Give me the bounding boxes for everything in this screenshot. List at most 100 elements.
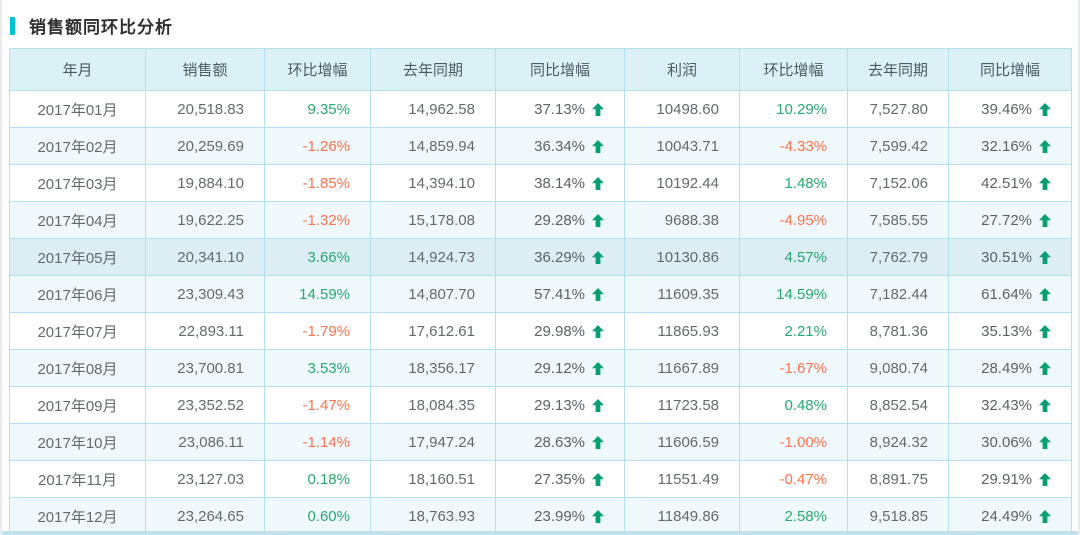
sales-mom-cell: -1.26% [264, 127, 371, 165]
table-row[interactable]: 2017年05月 20,341.10 3.66% 14,924.73 36.29… [9, 238, 1072, 276]
sales-cell: 19,622.25 [145, 201, 265, 239]
month-cell: 2017年12月 [9, 497, 146, 535]
profit-cell: 11551.49 [624, 460, 740, 498]
sales-last-year-cell: 14,924.73 [370, 238, 496, 276]
sales-cell: 19,884.10 [145, 164, 265, 202]
up-arrow-icon [1039, 398, 1051, 412]
sales-mom-cell: 0.60% [264, 497, 371, 535]
up-arrow-icon [1039, 361, 1051, 375]
sales-last-year-cell: 18,356.17 [370, 349, 496, 387]
sales-yoy-cell: 37.13% [495, 90, 625, 128]
sales-mom-cell: 14.59% [264, 275, 371, 313]
sales-cell: 23,309.43 [145, 275, 265, 313]
page-title: 销售额同环比分析 [29, 18, 173, 37]
header-profit-mom: 环比增幅 [739, 48, 848, 91]
sales-cell: 23,127.03 [145, 460, 265, 498]
month-cell: 2017年08月 [9, 349, 146, 387]
profit-mom-cell: 14.59% [739, 275, 848, 313]
profit-cell: 11606.59 [624, 423, 740, 461]
table-row[interactable]: 2017年04月 19,622.25 -1.32% 15,178.08 29.2… [9, 201, 1072, 239]
sales-last-year-cell: 15,178.08 [370, 201, 496, 239]
sales-cell: 20,518.83 [145, 90, 265, 128]
up-arrow-icon [1039, 102, 1051, 116]
sales-last-year-cell: 18,763.93 [370, 497, 496, 535]
sales-mom-cell: 9.35% [264, 90, 371, 128]
profit-last-year-cell: 7,585.55 [847, 201, 949, 239]
header-profit-last-year: 去年同期 [847, 48, 949, 91]
profit-mom-cell: -1.67% [739, 349, 848, 387]
table-row[interactable]: 2017年07月 22,893.11 -1.79% 17,612.61 29.9… [9, 312, 1072, 350]
up-arrow-icon [592, 398, 604, 412]
profit-last-year-cell: 9,080.74 [847, 349, 949, 387]
profit-yoy-cell: 30.06% [948, 423, 1072, 461]
up-arrow-icon [592, 213, 604, 227]
month-cell: 2017年05月 [9, 238, 146, 276]
table-row[interactable]: 2017年12月 23,264.65 0.60% 18,763.93 23.99… [9, 497, 1072, 535]
up-arrow-icon [1039, 139, 1051, 153]
month-cell: 2017年04月 [9, 201, 146, 239]
table-header-row: 年月 销售额 环比增幅 去年同期 同比增幅 利润 环比增幅 去年同期 同比增幅 [9, 48, 1072, 91]
profit-yoy-cell: 28.49% [948, 349, 1072, 387]
table-row[interactable]: 2017年02月 20,259.69 -1.26% 14,859.94 36.3… [9, 127, 1072, 165]
sales-last-year-cell: 17,947.24 [370, 423, 496, 461]
profit-last-year-cell: 7,182.44 [847, 275, 949, 313]
sales-last-year-cell: 18,160.51 [370, 460, 496, 498]
table-row[interactable]: 2017年03月 19,884.10 -1.85% 14,394.10 38.1… [9, 164, 1072, 202]
sales-mom-cell: 3.53% [264, 349, 371, 387]
up-arrow-icon [592, 139, 604, 153]
profit-mom-cell: -1.00% [739, 423, 848, 461]
profit-yoy-cell: 35.13% [948, 312, 1072, 350]
profit-cell: 11723.58 [624, 386, 740, 424]
sales-yoy-cell: 27.35% [495, 460, 625, 498]
table-row[interactable]: 2017年01月 20,518.83 9.35% 14,962.58 37.13… [9, 90, 1072, 128]
profit-mom-cell: -0.47% [739, 460, 848, 498]
up-arrow-icon [1039, 213, 1051, 227]
section-title-row: 销售额同环比分析 [2, 0, 1078, 48]
profit-yoy-cell: 42.51% [948, 164, 1072, 202]
sales-analysis-table: 年月 销售额 环比增幅 去年同期 同比增幅 利润 环比增幅 去年同期 同比增幅 … [9, 48, 1072, 535]
up-arrow-icon [592, 435, 604, 449]
profit-cell: 11849.86 [624, 497, 740, 535]
profit-last-year-cell: 8,852.54 [847, 386, 949, 424]
up-arrow-icon [592, 102, 604, 116]
title-accent-bar-icon [10, 16, 15, 35]
up-arrow-icon [1039, 176, 1051, 190]
sales-last-year-cell: 14,807.70 [370, 275, 496, 313]
sales-last-year-cell: 14,962.58 [370, 90, 496, 128]
sales-yoy-cell: 28.63% [495, 423, 625, 461]
profit-mom-cell: 4.57% [739, 238, 848, 276]
table-row[interactable]: 2017年11月 23,127.03 0.18% 18,160.51 27.35… [9, 460, 1072, 498]
bottom-divider [2, 531, 1078, 535]
sales-last-year-cell: 18,084.35 [370, 386, 496, 424]
profit-last-year-cell: 7,762.79 [847, 238, 949, 276]
profit-cell: 10043.71 [624, 127, 740, 165]
table-row[interactable]: 2017年10月 23,086.11 -1.14% 17,947.24 28.6… [9, 423, 1072, 461]
month-cell: 2017年10月 [9, 423, 146, 461]
month-cell: 2017年06月 [9, 275, 146, 313]
profit-last-year-cell: 8,924.32 [847, 423, 949, 461]
month-cell: 2017年07月 [9, 312, 146, 350]
table-row[interactable]: 2017年06月 23,309.43 14.59% 14,807.70 57.4… [9, 275, 1072, 313]
month-cell: 2017年09月 [9, 386, 146, 424]
table-row[interactable]: 2017年08月 23,700.81 3.53% 18,356.17 29.12… [9, 349, 1072, 387]
month-cell: 2017年03月 [9, 164, 146, 202]
profit-mom-cell: 2.21% [739, 312, 848, 350]
sales-cell: 20,341.10 [145, 238, 265, 276]
profit-last-year-cell: 9,518.85 [847, 497, 949, 535]
sales-last-year-cell: 14,859.94 [370, 127, 496, 165]
profit-yoy-cell: 32.16% [948, 127, 1072, 165]
header-sales-yoy: 同比增幅 [495, 48, 625, 91]
header-sales: 销售额 [145, 48, 265, 91]
sales-yoy-cell: 29.98% [495, 312, 625, 350]
sales-last-year-cell: 14,394.10 [370, 164, 496, 202]
profit-cell: 10498.60 [624, 90, 740, 128]
profit-mom-cell: 10.29% [739, 90, 848, 128]
up-arrow-icon [592, 324, 604, 338]
analysis-table-container: 年月 销售额 环比增幅 去年同期 同比增幅 利润 环比增幅 去年同期 同比增幅 … [2, 48, 1078, 535]
profit-yoy-cell: 39.46% [948, 90, 1072, 128]
table-row[interactable]: 2017年09月 23,352.52 -1.47% 18,084.35 29.1… [9, 386, 1072, 424]
sales-yoy-cell: 36.29% [495, 238, 625, 276]
up-arrow-icon [1039, 250, 1051, 264]
sales-yoy-cell: 29.13% [495, 386, 625, 424]
sales-mom-cell: -1.47% [264, 386, 371, 424]
